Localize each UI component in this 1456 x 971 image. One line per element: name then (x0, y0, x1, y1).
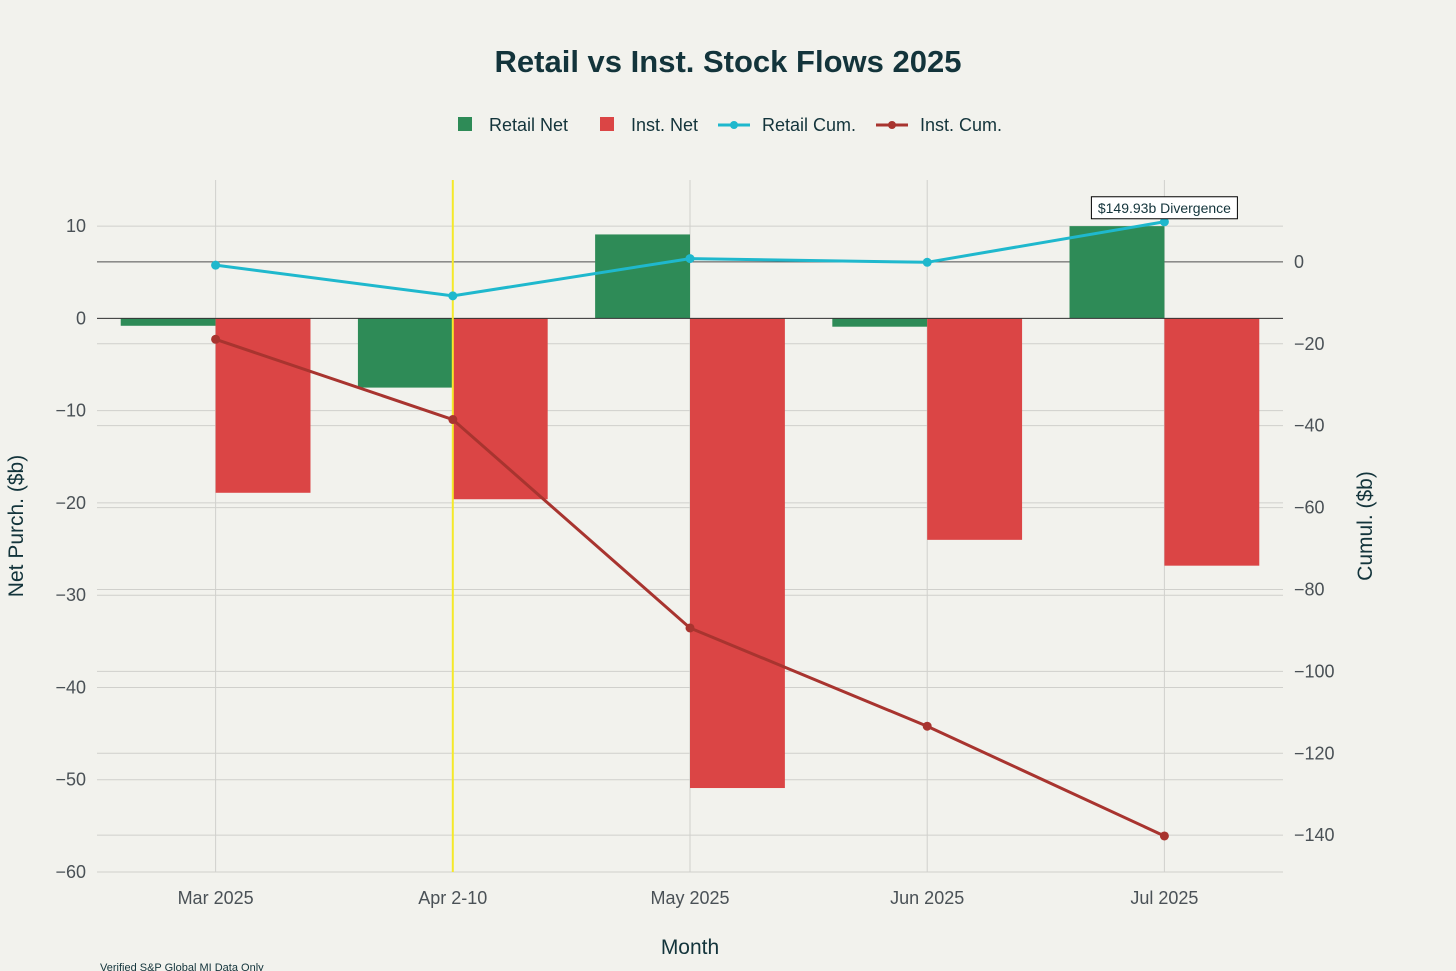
bar-inst-net (927, 318, 1023, 540)
bar-retail-net (832, 318, 928, 327)
point-retail-cum- (685, 254, 695, 264)
bar-retail-net (1069, 226, 1165, 319)
y2-tick-label: −40 (1294, 416, 1325, 436)
legend-swatch-marker (888, 121, 896, 129)
x-tick-label: Jun 2025 (890, 888, 964, 908)
bar-inst-net (690, 318, 785, 789)
y-tick-label: −30 (55, 585, 86, 605)
x-tick-label: Jul 2025 (1130, 888, 1198, 908)
annotation-text: $149.93b Divergence (1098, 200, 1231, 216)
x-tick-label: May 2025 (650, 888, 729, 908)
y2-tick-label: −60 (1294, 498, 1325, 518)
bar-inst-net (1164, 318, 1260, 566)
bar-inst-net (452, 318, 548, 500)
bar-retail-net (120, 318, 216, 326)
legend-label: Retail Net (489, 115, 568, 135)
legend-label: Inst. Net (631, 115, 698, 135)
point-inst-cum- (1159, 831, 1169, 841)
bars (97, 180, 1283, 872)
y-tick-label: 0 (76, 308, 86, 328)
point-retail-cum- (211, 260, 221, 270)
point-inst-cum- (211, 334, 221, 344)
chart-title: Retail vs Inst. Stock Flows 2025 (495, 44, 962, 79)
footnote: Verified S&P Global MI Data Only (100, 962, 264, 971)
y-tick-label: −50 (55, 770, 86, 790)
y2-tick-label: −20 (1294, 334, 1325, 354)
y2-tick-label: 0 (1294, 252, 1304, 272)
x-axis-label: Month (661, 936, 719, 959)
y-tick-label: −60 (55, 862, 86, 882)
y2-axis-label: Cumul. ($b) (1354, 471, 1377, 581)
annotation-box (1090, 196, 1238, 220)
point-retail-cum- (922, 257, 932, 267)
point-inst-cum- (448, 415, 458, 425)
legend-swatch (458, 117, 472, 131)
y-tick-label: −20 (55, 493, 86, 513)
y2-tick-label: −100 (1294, 661, 1335, 681)
point-inst-cum- (685, 623, 695, 633)
bar-retail-net (357, 318, 453, 388)
legend-swatch-marker (730, 121, 738, 129)
y-axis-label: Net Purch. ($b) (5, 455, 28, 597)
y-tick-label: −40 (55, 677, 86, 697)
bar-inst-net (215, 318, 311, 493)
point-retail-cum- (448, 291, 458, 301)
y2-tick-label: −140 (1294, 825, 1335, 845)
y2-tick-label: −80 (1294, 579, 1325, 599)
ticks: Mar 2025 Apr 2-10 May 2025 Jun 2025 Jul 2025… (55, 216, 1334, 908)
y-tick-label: 10 (66, 216, 86, 236)
bar-retail-net (595, 234, 690, 319)
legend: Retail Net Inst. Net Retail Cum. Inst. Cum. (458, 115, 1002, 135)
y2-tick-label: −120 (1294, 743, 1335, 763)
x-tick-label: Mar 2025 (178, 888, 254, 908)
legend-swatch (600, 117, 614, 131)
point-retail-cum- (1159, 217, 1169, 227)
y-tick-label: −10 (55, 401, 86, 421)
legend-label: Retail Cum. (762, 115, 856, 135)
point-inst-cum- (922, 721, 932, 731)
x-tick-label: Apr 2-10 (418, 888, 487, 908)
lines: $149.93b Divergence (211, 196, 1238, 841)
legend-label: Inst. Cum. (920, 115, 1002, 135)
